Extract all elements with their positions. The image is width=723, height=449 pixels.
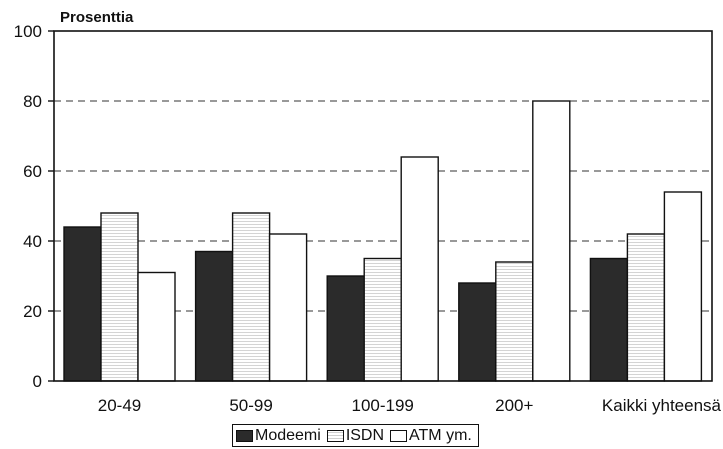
x-category-label: 20-49 <box>98 396 141 415</box>
legend-label-isdn: ISDN <box>345 426 385 444</box>
x-category-label: 100-199 <box>352 396 414 415</box>
plot-frame <box>53 30 713 382</box>
bar-modeemi <box>194 250 234 382</box>
y-tick-label: 60 <box>23 162 42 181</box>
y-tick-label: 40 <box>23 232 42 251</box>
y-tick-label: 0 <box>33 372 42 391</box>
legend-swatch-atm <box>390 429 408 442</box>
bar-isdn <box>495 261 534 382</box>
bar-atm <box>663 191 703 382</box>
bar-modeemi <box>589 257 629 382</box>
bar-modeemi <box>63 226 102 382</box>
bar-isdn <box>363 257 402 382</box>
bar-atm <box>532 100 571 382</box>
bar-atm <box>137 271 176 382</box>
y-tick-label: 80 <box>23 92 42 111</box>
bars <box>63 100 703 382</box>
bar-isdn <box>231 212 271 382</box>
x-category-label: Kaikki yhteensä <box>602 396 722 415</box>
bar-isdn <box>626 233 666 382</box>
bar-modeemi <box>458 282 497 382</box>
legend-label-atm: ATM ym. <box>409 426 472 444</box>
y-tick-label: 100 <box>14 22 42 41</box>
bar-atm <box>400 156 439 382</box>
legend-item-modeemi: Modeemi <box>236 427 321 445</box>
legend-swatch-isdn <box>326 429 344 442</box>
legend-swatch-modeemi <box>236 429 253 442</box>
x-category-label: 50-99 <box>229 396 272 415</box>
legend: Modeemi ISDN ATM ym. <box>232 424 479 447</box>
x-category-label: 200+ <box>495 396 533 415</box>
y-tick-label: 20 <box>23 302 42 321</box>
legend-item-isdn: ISDN <box>326 426 385 445</box>
y-axis-ticks: 0 20 40 60 80 100 <box>14 22 54 391</box>
legend-item-atm: ATM ym. <box>390 427 472 445</box>
bar-modeemi <box>326 275 365 382</box>
bar-atm <box>268 233 308 382</box>
legend-label-modeemi: Modeemi <box>255 426 321 444</box>
bar-isdn <box>100 212 139 382</box>
y-axis-label: Prosenttia <box>60 9 134 26</box>
x-axis-labels: 20-49 50-99 100-199 200+ Kaikki yhteensä <box>98 396 722 415</box>
